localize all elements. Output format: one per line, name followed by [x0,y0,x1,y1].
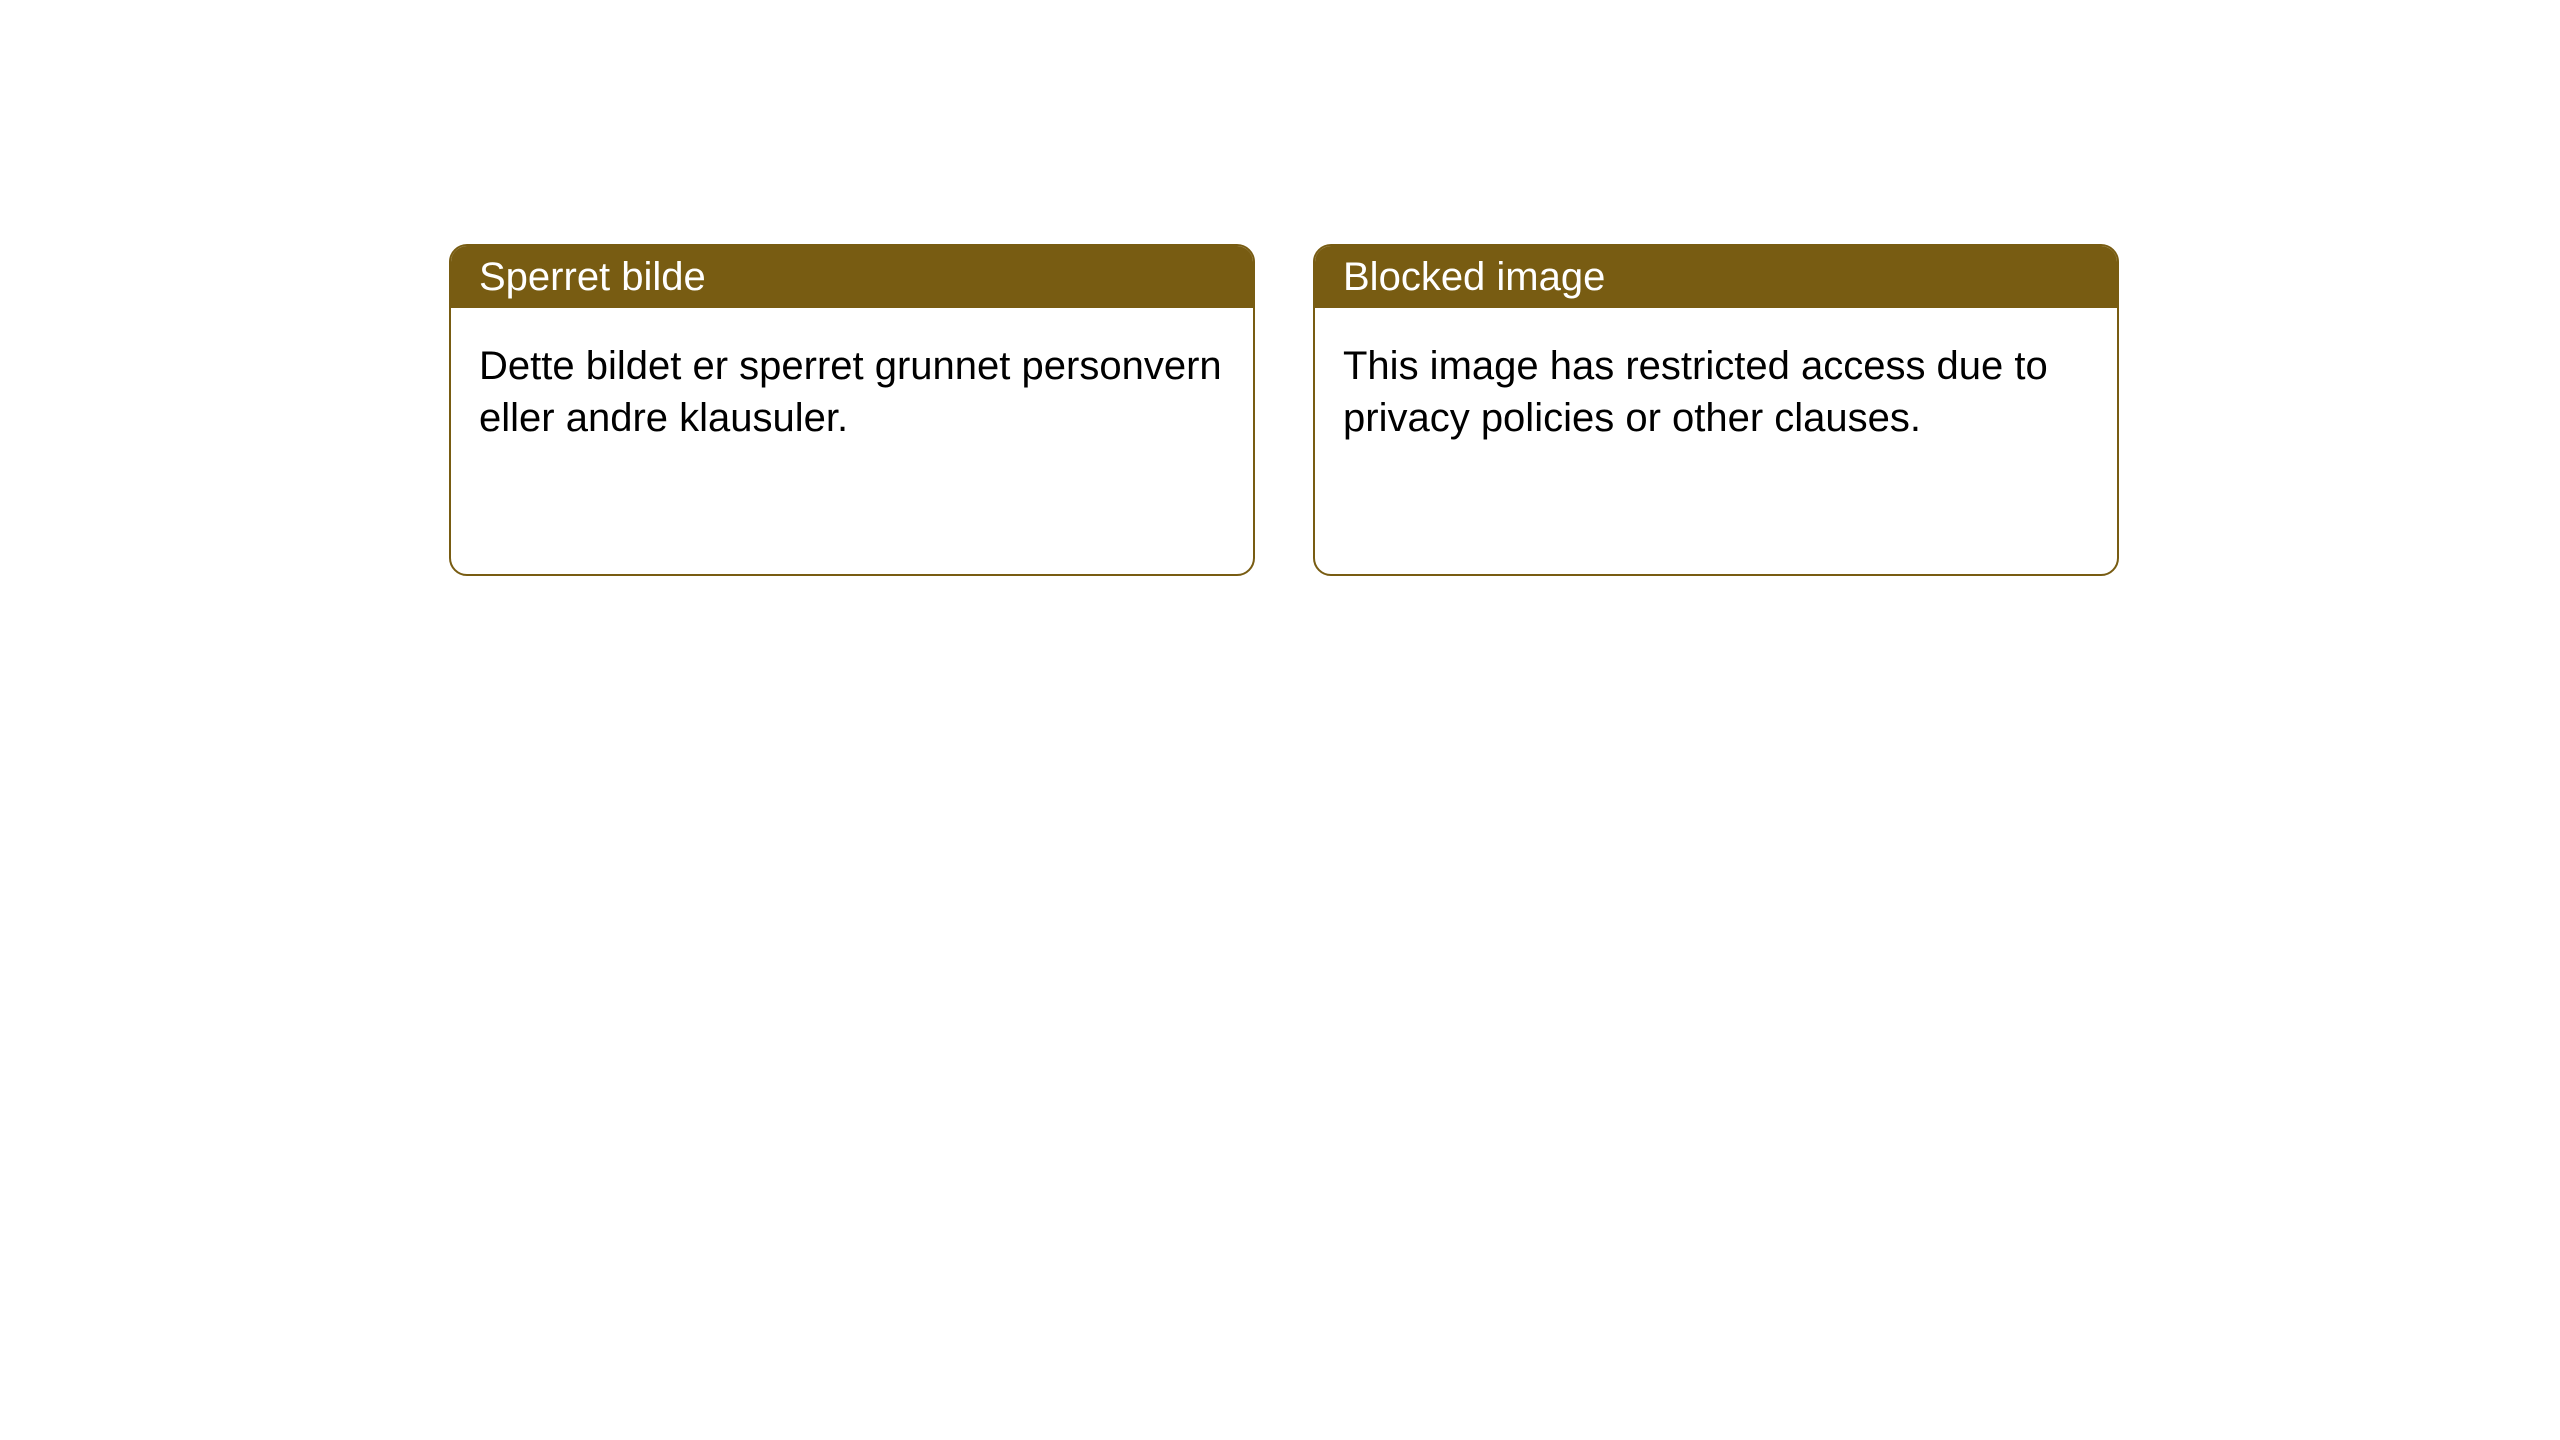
notice-card-english: Blocked image This image has restricted … [1313,244,2119,576]
card-body-text: This image has restricted access due to … [1343,344,2048,440]
notice-cards-container: Sperret bilde Dette bildet er sperret gr… [0,0,2560,576]
card-body-text: Dette bildet er sperret grunnet personve… [479,344,1222,440]
card-body: This image has restricted access due to … [1315,308,2117,476]
card-title: Blocked image [1343,255,1605,300]
card-title: Sperret bilde [479,255,706,300]
card-header: Sperret bilde [451,246,1253,308]
notice-card-norwegian: Sperret bilde Dette bildet er sperret gr… [449,244,1255,576]
card-body: Dette bildet er sperret grunnet personve… [451,308,1253,476]
card-header: Blocked image [1315,246,2117,308]
